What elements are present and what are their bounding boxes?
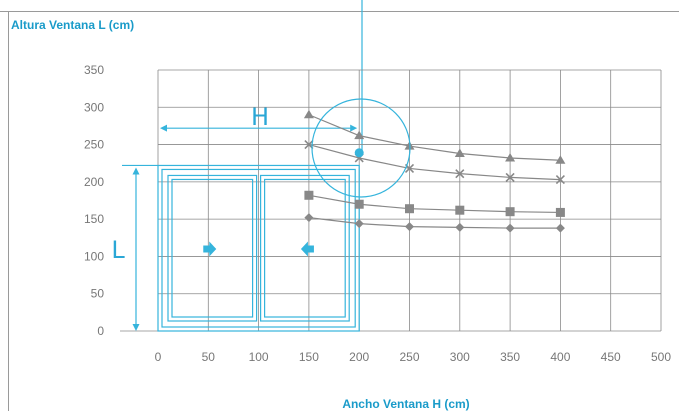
cross-marker <box>455 169 465 179</box>
square-marker <box>555 207 565 217</box>
window-sash-right <box>260 174 350 322</box>
arrow-left-icon <box>300 241 314 257</box>
series-group <box>303 109 566 233</box>
y-axis-title: Altura Ventana L (cm) <box>11 18 134 32</box>
triangle-marker <box>505 152 516 162</box>
y-tick-label: 350 <box>84 63 104 77</box>
height-arrowhead-bottom-icon <box>132 324 140 331</box>
cross-marker <box>505 172 515 182</box>
triangle-marker <box>555 155 566 164</box>
width-arrowhead-right-icon <box>350 124 358 132</box>
x-tick-label: 100 <box>249 350 269 364</box>
x-tick-label: 400 <box>550 350 570 364</box>
series-line <box>308 143 561 181</box>
triangle-marker <box>454 148 465 158</box>
x-tick-label: 0 <box>155 350 162 364</box>
window-pane-left <box>171 178 254 318</box>
y-tick-label: 150 <box>84 212 104 226</box>
diamond-marker <box>555 223 565 233</box>
highlight-group <box>311 98 411 198</box>
x-tick-label: 250 <box>399 350 419 364</box>
height-dimension-label: L <box>111 236 125 264</box>
triangle-marker <box>354 130 365 140</box>
x-tick-label: 50 <box>202 350 216 364</box>
window-outer-frame <box>157 164 360 332</box>
diamond-marker <box>455 222 465 232</box>
diamond-marker <box>354 219 364 229</box>
square-marker <box>304 190 314 200</box>
y-tick-label: 50 <box>91 287 105 301</box>
triangle-marker <box>303 109 314 119</box>
width-arrowhead-left-icon <box>160 124 167 132</box>
highlight-point <box>354 148 364 158</box>
diamond-marker <box>505 223 515 233</box>
y-tick-label: 100 <box>84 249 104 263</box>
width-dimension-label: H <box>251 103 269 131</box>
diamond-marker <box>304 213 314 223</box>
window-inner-frame <box>161 168 356 328</box>
tick-labels: 0 50 100 150 200 250 300 350 400 450 5003503002502… <box>84 63 671 364</box>
y-tick-label: 200 <box>84 175 104 189</box>
x-tick-label: 350 <box>500 350 520 364</box>
diamond-marker <box>405 222 414 232</box>
window-pane-right <box>264 178 346 318</box>
x-tick-label: 500 <box>651 350 671 364</box>
highlight-circle <box>311 98 411 198</box>
cross-marker <box>555 175 565 185</box>
x-axis-title: Ancho Ventana H (cm) <box>342 397 469 411</box>
square-marker <box>505 207 515 217</box>
y-tick-label: 0 <box>97 324 104 338</box>
series-line <box>308 194 561 214</box>
square-marker <box>405 204 414 214</box>
height-arrowhead-top-icon <box>132 167 140 175</box>
arrow-right-icon <box>203 241 217 257</box>
window-sash-left <box>167 174 258 322</box>
y-tick-label: 300 <box>84 100 104 114</box>
series-line <box>308 114 561 161</box>
window-illustration: HL <box>111 103 360 332</box>
x-tick-label: 450 <box>601 350 621 364</box>
y-tick-label: 250 <box>84 138 104 152</box>
x-tick-label: 200 <box>349 350 369 364</box>
square-marker <box>354 199 364 209</box>
x-tick-label: 300 <box>450 350 470 364</box>
series-line <box>308 217 561 229</box>
x-tick-label: 150 <box>299 350 319 364</box>
square-marker <box>455 205 465 215</box>
